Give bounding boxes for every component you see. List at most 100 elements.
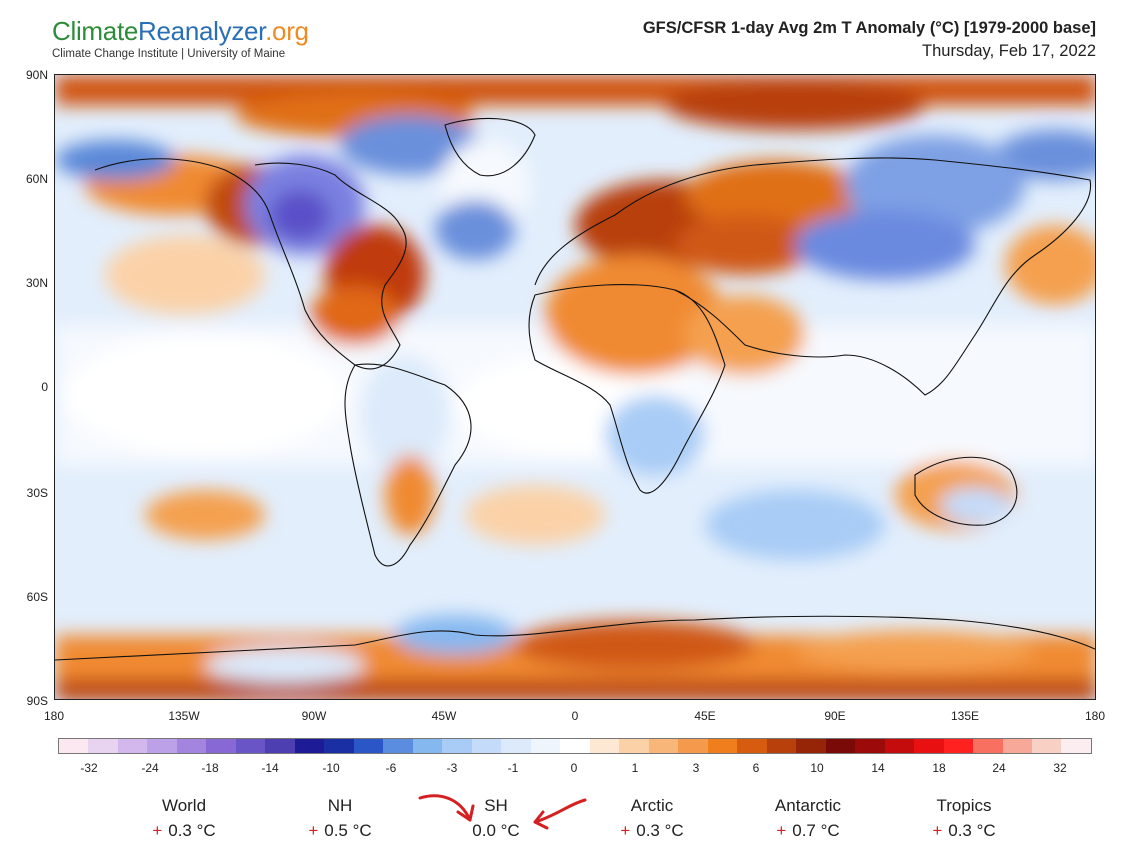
stat-sign: + (620, 821, 631, 840)
stat-name: Arctic (630, 796, 674, 815)
color-scale-swatch (147, 739, 177, 753)
color-scale-swatch (943, 739, 974, 753)
stat-value: 0.3 °C (948, 821, 996, 840)
lat-label-30n: 30N (25, 276, 48, 290)
left-arrow-icon (418, 794, 475, 822)
scale-label: 1 (631, 761, 639, 775)
stat-value: 0.3 °C (636, 821, 684, 840)
logo-part-org: .org (265, 16, 309, 46)
scale-label: 10 (810, 761, 824, 775)
color-scale-swatch (973, 739, 1003, 753)
right-arrow-icon (533, 798, 587, 830)
map-title: GFS/CFSR 1-day Avg 2m T Anomaly (°C) [19… (642, 19, 1096, 37)
scale-label: -1 (507, 761, 519, 775)
color-scale-swatch (1031, 739, 1062, 753)
color-scale-swatch (766, 739, 797, 753)
lon-label-135w: 135W (168, 709, 200, 723)
logo-part-climate: Climate (52, 16, 139, 46)
color-scale-swatch (412, 739, 443, 753)
color-scale-swatch (707, 739, 738, 753)
site-logo[interactable]: ClimateReanalyzer.org (52, 16, 309, 47)
color-scale-swatch (855, 739, 885, 753)
stat-name: World (161, 796, 207, 815)
anomaly-map (54, 74, 1096, 700)
lon-label-180w: 180 (43, 709, 65, 723)
color-scale-swatch (324, 739, 354, 753)
scale-label: 18 (932, 761, 946, 775)
scale-label: -6 (385, 761, 397, 775)
stat-sign: + (308, 821, 319, 840)
scale-label: 3 (692, 761, 700, 775)
color-scale-swatch (648, 739, 679, 753)
color-scale-swatch (501, 739, 531, 753)
anomaly-map-canvas (55, 75, 1095, 699)
color-scale-swatch (884, 739, 915, 753)
scale-label: 6 (752, 761, 760, 775)
map-date: Thursday, Feb 17, 2022 (922, 42, 1096, 60)
scale-label: -3 (446, 761, 458, 775)
stat-antarctic: Antarctic +0.7 °C (738, 796, 878, 841)
color-scale-swatch (619, 739, 649, 753)
lon-label-45e: 45E (694, 709, 716, 723)
color-scale-swatch (265, 739, 295, 753)
lat-label-60n: 60N (25, 172, 48, 186)
scale-label: 14 (871, 761, 885, 775)
color-scale-swatch (737, 739, 767, 753)
color-scale-swatch (796, 739, 826, 753)
stat-tropics: Tropics +0.3 °C (894, 796, 1034, 841)
lat-label-60s: 60S (26, 590, 48, 604)
color-scale-swatch (678, 739, 708, 753)
stat-nh: NH +0.5 °C (270, 796, 410, 841)
scale-label: -18 (201, 761, 219, 775)
lon-label-90w: 90W (301, 709, 327, 723)
color-scale-swatch (589, 739, 620, 753)
color-scale-bar (58, 738, 1092, 754)
anomaly-field (55, 75, 1095, 699)
stat-value: 0.5 °C (324, 821, 372, 840)
stat-name: NH (327, 796, 353, 815)
stat-sign: + (932, 821, 943, 840)
stat-arctic: Arctic +0.3 °C (582, 796, 722, 841)
scale-label: -32 (80, 761, 98, 775)
color-scale-swatch (442, 739, 472, 753)
lat-label-30s: 30S (26, 486, 48, 500)
lon-label-45w: 45W (431, 709, 457, 723)
color-scale-swatch (353, 739, 384, 753)
lat-label-0: 0 (41, 380, 48, 394)
logo-part-reanalyzer: Reanalyzer (138, 16, 266, 46)
lat-label-90s: 90S (26, 694, 48, 708)
stat-name: SH (484, 796, 508, 815)
color-scale-swatch (206, 739, 236, 753)
stat-name: Tropics (936, 796, 992, 815)
stat-value: 0.7 °C (792, 821, 840, 840)
coastlines (55, 117, 1095, 661)
lon-label-90e: 90E (824, 709, 846, 723)
scale-label: 24 (992, 761, 1006, 775)
scale-label: -10 (322, 761, 340, 775)
scale-label: 0 (570, 761, 578, 775)
color-scale-swatch (294, 739, 325, 753)
color-scale-swatch (1002, 739, 1032, 753)
stat-value: 0.0 °C (472, 821, 520, 840)
color-scale-swatch (117, 739, 148, 753)
lat-label-90n: 90N (25, 68, 48, 82)
color-scale-swatch (825, 739, 856, 753)
scale-label: -14 (261, 761, 279, 775)
stat-world: World +0.3 °C (114, 796, 254, 841)
stat-value: 0.3 °C (168, 821, 216, 840)
color-scale-swatch (560, 739, 590, 753)
color-scale-swatch (530, 739, 561, 753)
color-scale-swatch (471, 739, 502, 753)
scale-label: -24 (141, 761, 159, 775)
color-scale-swatch (176, 739, 207, 753)
stat-sh: SH 0.0 °C (426, 796, 566, 841)
color-scale-swatch (383, 739, 413, 753)
logo-subtitle: Climate Change Institute | University of… (52, 48, 286, 60)
color-scale-swatch (1061, 739, 1091, 753)
color-scale-swatch (88, 739, 118, 753)
scale-label: 32 (1053, 761, 1067, 775)
red-arrow-annotation (418, 794, 587, 830)
stat-sign: + (152, 821, 163, 840)
lon-label-180e: 180 (1084, 709, 1106, 723)
lon-label-0: 0 (571, 709, 579, 723)
